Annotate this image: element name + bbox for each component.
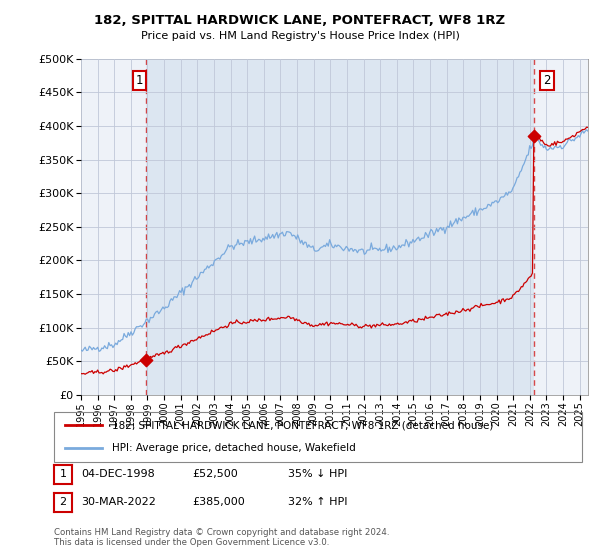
- Text: 32% ↑ HPI: 32% ↑ HPI: [288, 497, 347, 507]
- Text: £52,500: £52,500: [192, 469, 238, 479]
- Text: HPI: Average price, detached house, Wakefield: HPI: Average price, detached house, Wake…: [112, 444, 356, 454]
- Text: 04-DEC-1998: 04-DEC-1998: [81, 469, 155, 479]
- Text: 182, SPITTAL HARDWICK LANE, PONTEFRACT, WF8 1RZ: 182, SPITTAL HARDWICK LANE, PONTEFRACT, …: [94, 14, 506, 27]
- Bar: [534, 59, 588, 395]
- Text: 2: 2: [544, 74, 551, 87]
- Text: 35% ↓ HPI: 35% ↓ HPI: [288, 469, 347, 479]
- Text: 2: 2: [59, 497, 67, 507]
- Text: 1: 1: [136, 74, 143, 87]
- Text: Contains HM Land Registry data © Crown copyright and database right 2024.
This d: Contains HM Land Registry data © Crown c…: [54, 528, 389, 547]
- Point: [529, 132, 539, 141]
- Text: 30-MAR-2022: 30-MAR-2022: [81, 497, 156, 507]
- Text: Price paid vs. HM Land Registry's House Price Index (HPI): Price paid vs. HM Land Registry's House …: [140, 31, 460, 41]
- Point: [142, 355, 151, 364]
- Text: £385,000: £385,000: [192, 497, 245, 507]
- Bar: [146, 59, 534, 395]
- Bar: [81, 59, 146, 395]
- Text: 182, SPITTAL HARDWICK LANE, PONTEFRACT, WF8 1RZ (detached house): 182, SPITTAL HARDWICK LANE, PONTEFRACT, …: [112, 420, 493, 430]
- Text: 1: 1: [59, 469, 67, 479]
